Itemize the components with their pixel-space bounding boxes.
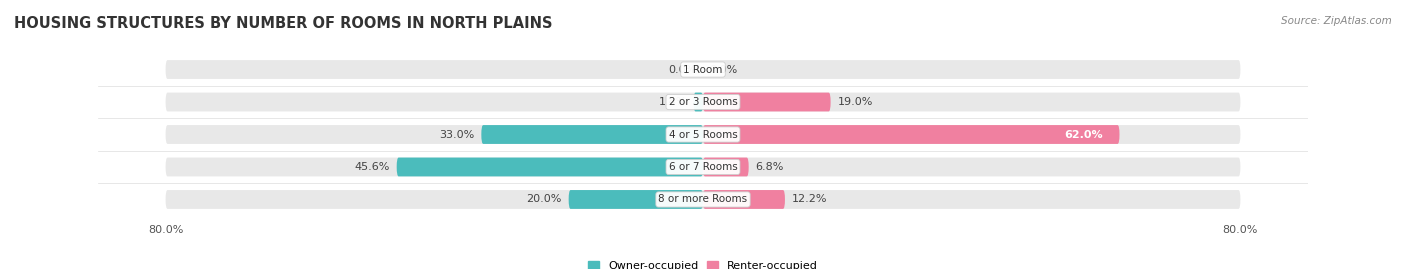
Text: 6.8%: 6.8% xyxy=(755,162,783,172)
FancyBboxPatch shape xyxy=(703,125,1119,144)
Text: 1.4%: 1.4% xyxy=(658,97,688,107)
Text: 4 or 5 Rooms: 4 or 5 Rooms xyxy=(669,129,737,140)
Text: 19.0%: 19.0% xyxy=(838,97,873,107)
Text: 8 or more Rooms: 8 or more Rooms xyxy=(658,194,748,204)
Text: 33.0%: 33.0% xyxy=(439,129,475,140)
FancyBboxPatch shape xyxy=(396,158,703,176)
Text: 0.0%: 0.0% xyxy=(668,65,696,75)
FancyBboxPatch shape xyxy=(166,93,1240,111)
Text: 45.6%: 45.6% xyxy=(354,162,389,172)
FancyBboxPatch shape xyxy=(481,125,703,144)
FancyBboxPatch shape xyxy=(693,93,703,111)
FancyBboxPatch shape xyxy=(568,190,703,209)
Text: 2 or 3 Rooms: 2 or 3 Rooms xyxy=(669,97,737,107)
Text: 12.2%: 12.2% xyxy=(792,194,827,204)
Text: 62.0%: 62.0% xyxy=(1064,129,1102,140)
FancyBboxPatch shape xyxy=(703,158,748,176)
Text: 0.0%: 0.0% xyxy=(710,65,738,75)
Text: 1 Room: 1 Room xyxy=(683,65,723,75)
FancyBboxPatch shape xyxy=(166,60,1240,79)
Text: 20.0%: 20.0% xyxy=(527,194,562,204)
Text: 6 or 7 Rooms: 6 or 7 Rooms xyxy=(669,162,737,172)
FancyBboxPatch shape xyxy=(703,93,831,111)
FancyBboxPatch shape xyxy=(703,190,785,209)
Legend: Owner-occupied, Renter-occupied: Owner-occupied, Renter-occupied xyxy=(583,256,823,269)
FancyBboxPatch shape xyxy=(166,190,1240,209)
Text: Source: ZipAtlas.com: Source: ZipAtlas.com xyxy=(1281,16,1392,26)
FancyBboxPatch shape xyxy=(166,158,1240,176)
Text: HOUSING STRUCTURES BY NUMBER OF ROOMS IN NORTH PLAINS: HOUSING STRUCTURES BY NUMBER OF ROOMS IN… xyxy=(14,16,553,31)
FancyBboxPatch shape xyxy=(166,125,1240,144)
